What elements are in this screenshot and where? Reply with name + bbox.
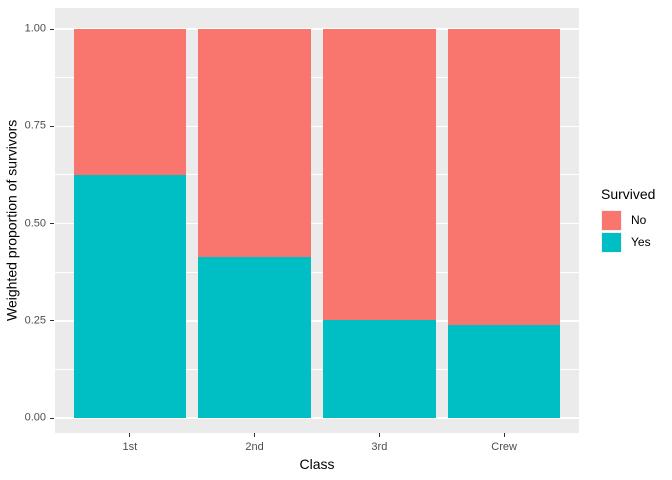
major-gridline (55, 28, 579, 30)
x-tick-label: Crew (491, 441, 517, 453)
y-tick-mark (50, 223, 54, 224)
y-tick-mark (50, 417, 54, 419)
bar-segment-no-2nd (198, 29, 311, 257)
legend-entry-no: No (601, 209, 655, 231)
bar-segment-no-crew (448, 29, 561, 325)
y-tick-mark (50, 320, 54, 322)
minor-gridline (55, 77, 579, 79)
x-tick-mark (378, 433, 380, 437)
y-tick-mark (50, 125, 54, 127)
y-tick-label: 0.75 (24, 119, 46, 132)
major-gridline (55, 222, 579, 225)
x-axis-title: Class (299, 456, 335, 472)
major-gridline (55, 417, 579, 419)
x-tick-mark (254, 433, 256, 437)
minor-gridline (55, 271, 579, 273)
bar-segment-yes-2nd (198, 256, 311, 418)
x-tick-mark (503, 433, 505, 437)
bar-segment-yes-3rd (323, 319, 436, 418)
y-tick-mark (50, 28, 54, 30)
x-tick-label: 1st (122, 441, 138, 453)
legend: Survived No Yes (601, 186, 655, 253)
bar-segment-yes-crew (448, 324, 561, 418)
y-tick-label: 1.00 (24, 22, 46, 35)
minor-gridline (55, 368, 579, 370)
legend-entry-yes: Yes (601, 231, 655, 253)
bar-segment-no-3rd (323, 29, 436, 320)
bar-segment-yes-1st (73, 174, 186, 418)
legend-swatch-yes (601, 231, 622, 253)
x-tick-label: 3rd (371, 441, 388, 453)
minor-gridline (55, 174, 579, 176)
y-tick-label: 0.50 (24, 217, 46, 229)
legend-label: No (631, 213, 647, 227)
plot-panel (55, 8, 579, 433)
x-tick-label: 2nd (245, 441, 264, 453)
y-tick-label: 0.25 (24, 314, 46, 327)
major-gridline (55, 125, 579, 127)
y-tick-label: 0.00 (24, 411, 46, 424)
x-tick-mark (129, 433, 131, 437)
legend-label: Yes (631, 235, 651, 249)
legend-swatch-no (601, 209, 622, 231)
bar-segment-no-1st (73, 29, 186, 175)
major-gridline (55, 320, 579, 322)
legend-entries: No Yes (601, 209, 655, 253)
legend-title: Survived (601, 186, 656, 202)
